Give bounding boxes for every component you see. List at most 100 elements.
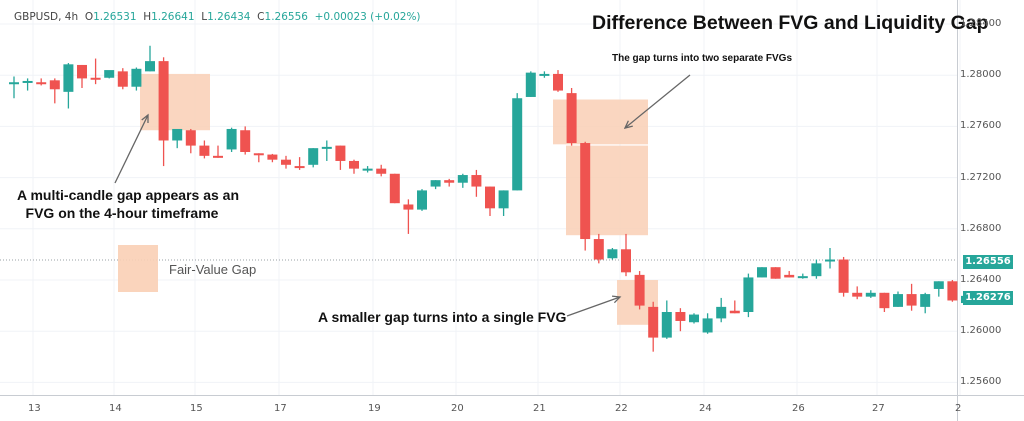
fvg-zone [566, 145, 648, 236]
candle-down [838, 259, 849, 293]
candle-up [893, 294, 903, 307]
candle-up [22, 80, 33, 83]
candle-up [797, 276, 808, 279]
candle-down [49, 80, 60, 90]
time-tick-label: 26 [792, 403, 805, 414]
last-price-tag: 1.26276 [963, 291, 1013, 305]
price-tick-label: 1.26400 [960, 274, 1002, 285]
candle-down [77, 64, 87, 79]
candle-up [865, 292, 876, 297]
candle-down [376, 168, 387, 174]
ohlc-header: GBPUSD, 4h O1.26531 H1.26641 L1.26434 C1… [14, 11, 421, 23]
arrow-two-fvgs [624, 74, 691, 129]
time-tick-label: 13 [28, 403, 41, 414]
candle-up [63, 64, 74, 92]
candle-up [9, 82, 19, 85]
candle-down [729, 310, 740, 314]
time-tick-label: 17 [274, 403, 287, 414]
candle-up [104, 70, 115, 78]
candle-up [226, 128, 237, 150]
candle-up [417, 190, 427, 210]
candle-down [444, 180, 455, 183]
change-value: +0.00023 (+0.02%) [314, 11, 421, 23]
candle-up [457, 175, 468, 183]
close-label: C [257, 11, 265, 23]
candle-up [825, 259, 835, 262]
arrow-two-fvgs-head [623, 120, 633, 129]
candle-down [471, 175, 482, 187]
candle-down [267, 154, 278, 160]
candle-up [689, 314, 699, 323]
price-tick-label: 1.25600 [960, 376, 1002, 388]
candle-down [593, 239, 604, 260]
candle-up [498, 190, 509, 209]
candle-up [811, 263, 822, 277]
high-label: H [143, 11, 152, 23]
candle-down [253, 153, 264, 156]
candle-down [199, 145, 210, 156]
candle-down [947, 281, 958, 301]
price-tick-label: 1.27600 [960, 120, 1002, 132]
time-tick-label: 22 [615, 403, 628, 414]
candle-down [566, 93, 577, 144]
time-tick-label: 2 [955, 403, 962, 414]
open-value: 1.26531 [93, 11, 137, 23]
price-tick-label: 1.28000 [960, 69, 1002, 81]
candle-down [879, 292, 890, 309]
candle-up [716, 306, 727, 319]
candle-up [661, 312, 672, 338]
price-tick-label: 1.28400 [960, 18, 1002, 29]
candle-down [675, 312, 686, 321]
candle-down [553, 73, 563, 91]
close-value: 1.26556 [264, 11, 308, 23]
candle-down [349, 160, 359, 169]
candle-down [389, 173, 400, 204]
candle-down [770, 267, 781, 279]
arrow-multi-candle-head [141, 113, 149, 124]
candle-up [362, 168, 373, 171]
price-tick-label: 1.27200 [960, 171, 1002, 183]
arrow-single-fvg-head [611, 295, 622, 304]
candle-down [648, 306, 659, 338]
annotation-single-fvg: A smaller gap turns into a single FVG [318, 309, 567, 325]
candle-up [607, 249, 618, 259]
time-tick-label: 15 [190, 403, 203, 414]
candle-down [906, 294, 917, 306]
annotation-multi-candle: A multi-candle gap appears as an FVG on … [17, 186, 239, 222]
candle-down [621, 249, 631, 273]
time-tick-label: 24 [699, 403, 712, 414]
candle-up [743, 277, 754, 312]
time-tick-label: 27 [872, 403, 885, 414]
price-tick-label: 1.26800 [960, 222, 1002, 234]
arrow-single-fvg [566, 296, 621, 317]
candle-down [335, 145, 346, 161]
candle-down [158, 61, 169, 141]
current-price-tag: 1.26556 [963, 255, 1013, 269]
candle-up [321, 146, 332, 149]
candle-down [36, 82, 47, 85]
candle-up [539, 73, 550, 76]
candle-down [634, 274, 645, 306]
chart-title: Difference Between FVG and Liquidity Gap [592, 12, 989, 34]
arrow-multi-candle [114, 114, 149, 184]
time-tick-label: 19 [368, 403, 381, 414]
candle-up [933, 281, 944, 289]
candle-down [213, 155, 223, 158]
candle-up [920, 294, 931, 307]
candle-up [172, 128, 183, 141]
candle-down [294, 166, 305, 169]
candle-down [117, 71, 128, 87]
annotation-two-fvgs: The gap turns into two separate FVGs [612, 53, 793, 64]
candle-up [430, 180, 441, 187]
candle-down [784, 274, 795, 278]
low-label: L [201, 11, 208, 23]
candle-down [90, 77, 101, 80]
candle-up [131, 68, 142, 87]
candle-down [403, 204, 414, 210]
candle-up [145, 61, 155, 72]
time-tick-label: 14 [109, 403, 122, 414]
annotation-line-1: A multi-candle gap appears as an [17, 187, 239, 203]
open-label: O [84, 11, 94, 23]
candle-down [240, 130, 251, 152]
